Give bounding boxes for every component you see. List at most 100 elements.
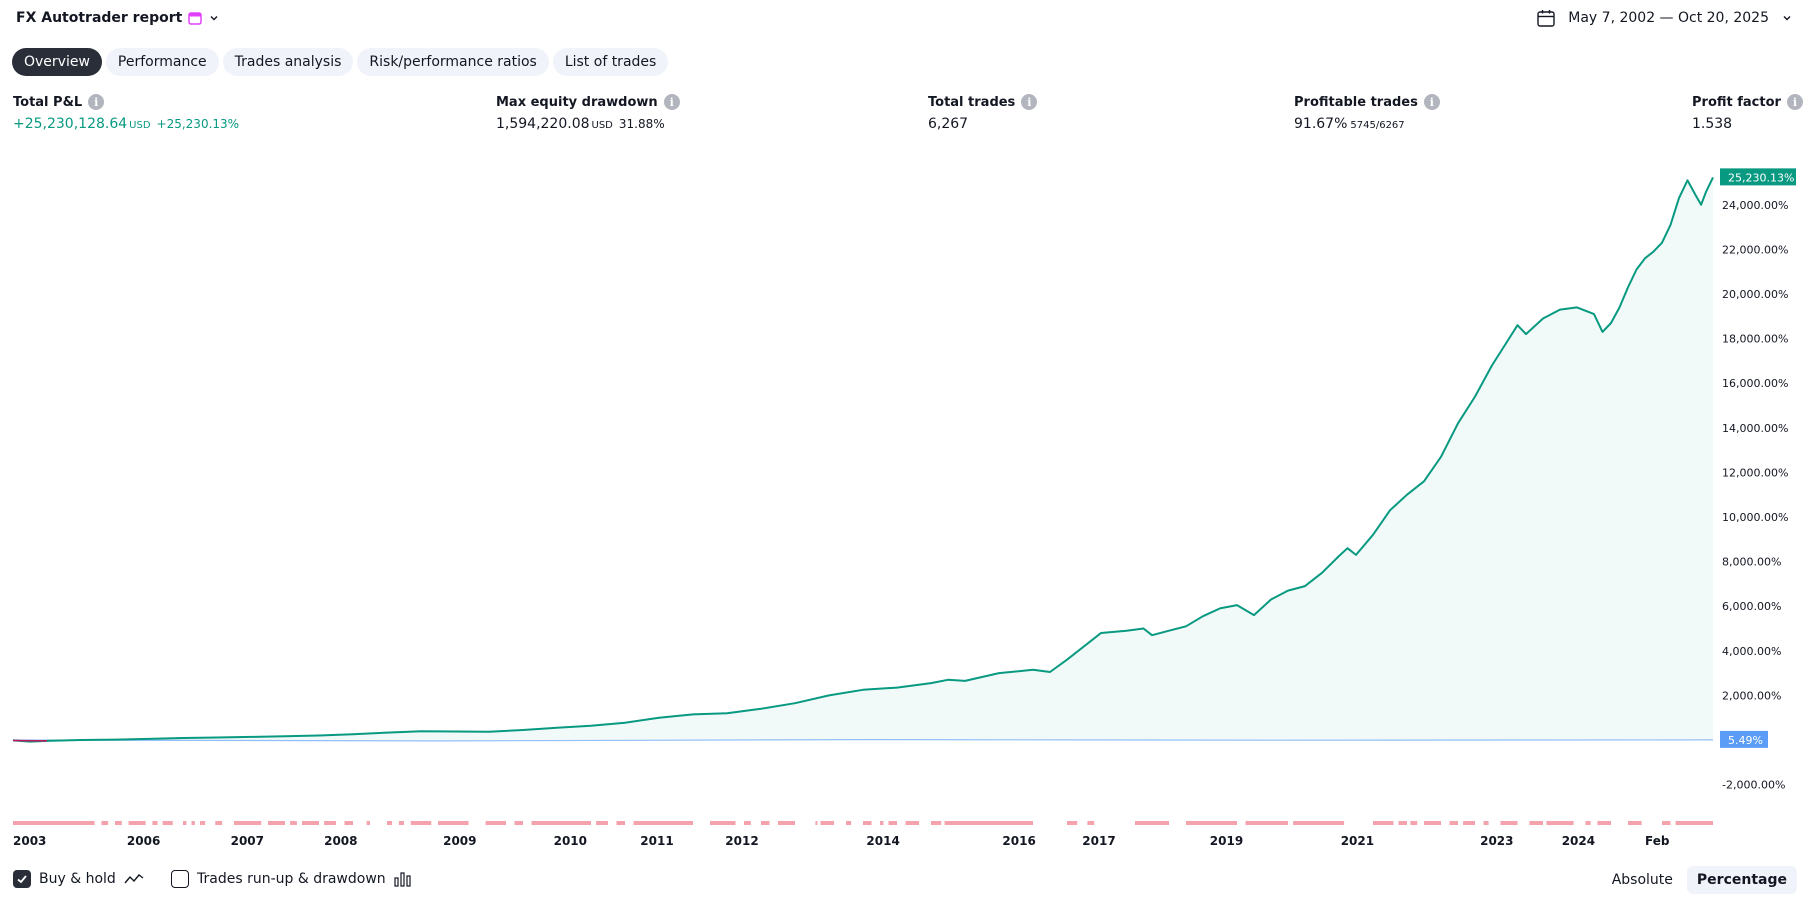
- metric-label: Total P&L: [13, 94, 83, 110]
- buy-hold-label: Buy & hold: [39, 871, 116, 887]
- x-axis-tick-label: 2006: [127, 834, 160, 848]
- trade-marker: [234, 821, 262, 825]
- metric-value: 1.538: [1692, 116, 1733, 132]
- y-axis-tick-label: 2,000.00%: [1722, 689, 1781, 702]
- trade-marker: [633, 821, 693, 825]
- metric-value: 91.67%: [1294, 116, 1348, 132]
- tab-overview[interactable]: Overview: [12, 48, 102, 76]
- trade-marker: [1449, 821, 1458, 825]
- percentage-button[interactable]: Percentage: [1686, 866, 1797, 894]
- trade-marker: [744, 821, 751, 825]
- info-icon[interactable]: i: [1786, 94, 1803, 110]
- metric-percent: 31.88%: [618, 117, 665, 131]
- x-axis-tick-label: 2017: [1082, 834, 1115, 848]
- runup-drawdown-label: Trades run-up & drawdown: [197, 871, 386, 887]
- tab-list-of-trades[interactable]: List of trades: [552, 48, 669, 76]
- report-title-dropdown[interactable]: FX Autotrader report: [16, 10, 220, 26]
- equity-chart-svg[interactable]: 24,000.00% 22,000.00% 20,000.00% 18,000.00%…: [0, 160, 1809, 850]
- x-axis-tick-label: 2021: [1341, 834, 1374, 848]
- trade-marker: [1628, 821, 1642, 825]
- info-icon[interactable]: i: [1423, 94, 1440, 110]
- x-axis-tick-label: 2023: [1480, 834, 1513, 848]
- trade-marker: [815, 821, 818, 825]
- buy-hold-last-value-badge: [1720, 730, 1768, 748]
- y-axis-tick-label: 8,000.00%: [1722, 556, 1781, 569]
- x-axis-tick-label: 2014: [866, 834, 899, 848]
- report-title: FX Autotrader report: [16, 10, 183, 26]
- info-icon[interactable]: i: [88, 94, 105, 110]
- y-axis-tick-label: 4,000.00%: [1722, 645, 1781, 658]
- y-axis-tick-label: 12,000.00%: [1722, 466, 1788, 479]
- metric-profit-factor: Profit factor i 1.538: [1692, 94, 1803, 132]
- metric-total-trades: Total trades i 6,267: [928, 94, 1038, 132]
- trade-marker: [1410, 821, 1418, 825]
- chart-footer: Buy & hold Trades run-up & drawdown Abso…: [0, 866, 1809, 896]
- trade-marker: [710, 821, 736, 825]
- trade-marker: [410, 821, 432, 825]
- info-icon[interactable]: i: [1021, 94, 1038, 110]
- metric-value: 6,267: [928, 116, 969, 132]
- x-axis-tick-label: 2007: [231, 834, 264, 848]
- trade-marker: [302, 821, 319, 825]
- trade-marker: [846, 821, 852, 825]
- metric-total-pnl: Total P&L i +25,230,128.64 USD +25,230.13%: [13, 94, 239, 132]
- y-axis-tick-label: 24,000.00%: [1722, 199, 1788, 212]
- trade-marker: [387, 821, 393, 825]
- trade-marker: [215, 821, 223, 825]
- metric-label: Profit factor: [1692, 94, 1781, 110]
- tab-risk-performance-ratios[interactable]: Risk/performance ratios: [357, 48, 549, 76]
- line-chart-icon: [124, 874, 144, 884]
- trade-marker: [1483, 821, 1489, 825]
- buy-hold-checkbox[interactable]: [13, 870, 31, 888]
- equity-line: [12, 176, 1714, 743]
- trade-marker: [324, 821, 336, 825]
- y-axis-tick-label: 10,000.00%: [1722, 511, 1788, 524]
- trade-marker: [1186, 821, 1237, 825]
- buy-hold-line: [12, 738, 1714, 742]
- tab-trades-analysis[interactable]: Trades analysis: [222, 48, 354, 76]
- buy-hold-last-value-label: 5.49%: [1728, 734, 1763, 747]
- x-axis-tick-label: 2010: [554, 834, 587, 848]
- metric-profitable-trades: Profitable trades i 91.67% 5745/6267: [1294, 94, 1440, 132]
- x-axis-tick-label: 2012: [725, 834, 758, 848]
- trade-marker: [1373, 821, 1394, 825]
- chevron-down-icon: [1783, 16, 1791, 21]
- metric-label: Total trades: [928, 94, 1016, 110]
- tab-performance[interactable]: Performance: [105, 48, 219, 76]
- trade-marker: [888, 821, 897, 825]
- trade-marker: [1529, 821, 1543, 825]
- runup-drawdown-checkbox[interactable]: [171, 870, 189, 888]
- summary-metrics: Total P&L i +25,230,128.64 USD +25,230.13%…: [0, 94, 1809, 140]
- trade-marker: [1597, 821, 1611, 825]
- y-axis-tick-label: 16,000.00%: [1722, 377, 1788, 390]
- buy-hold-toggle[interactable]: Buy & hold: [13, 870, 144, 888]
- date-range-text: May 7, 2002 — Oct 20, 2025: [1568, 10, 1769, 26]
- trade-marker: [931, 821, 942, 825]
- trade-marker: [1463, 821, 1475, 825]
- info-icon[interactable]: i: [663, 94, 680, 110]
- trade-marker: [152, 821, 158, 825]
- runup-drawdown-toggle[interactable]: Trades run-up & drawdown: [171, 870, 412, 888]
- absolute-button[interactable]: Absolute: [1611, 872, 1673, 888]
- trade-marker: [820, 821, 835, 825]
- metric-ratio: 5745/6267: [1350, 120, 1405, 131]
- equity-chart[interactable]: 24,000.00% 22,000.00% 20,000.00% 18,000.00%…: [0, 160, 1809, 848]
- metric-value: +25,230,128.64: [13, 116, 128, 132]
- y-axis-tick-label: 6,000.00%: [1722, 600, 1781, 613]
- equity-last-value-badge: [1720, 168, 1796, 186]
- trade-marker: [531, 821, 591, 825]
- trade-marker: [485, 821, 506, 825]
- y-axis-tick-label: 18,000.00%: [1722, 333, 1788, 346]
- date-range-selector[interactable]: May 7, 2002 — Oct 20, 2025: [1536, 8, 1793, 28]
- trade-marker: [596, 821, 608, 825]
- equity-last-value-label: 25,230.13%: [1728, 171, 1794, 184]
- trade-marker: [115, 821, 122, 825]
- trade-marker: [1135, 821, 1169, 825]
- value-mode-switch: Absolute Percentage: [1602, 866, 1797, 894]
- trade-marker: [268, 821, 285, 825]
- metric-label: Max equity drawdown: [496, 94, 658, 110]
- calendar-badge-icon: [188, 12, 203, 25]
- metric-label: Profitable trades: [1294, 94, 1418, 110]
- x-axis-tick-label: 2019: [1210, 834, 1243, 848]
- metric-max-drawdown: Max equity drawdown i 1,594,220.08 USD 31.…: [496, 94, 680, 132]
